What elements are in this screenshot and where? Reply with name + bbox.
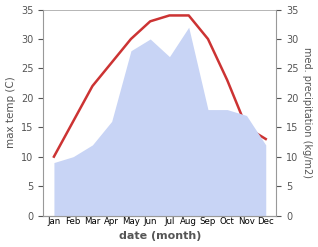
Y-axis label: med. precipitation (kg/m2): med. precipitation (kg/m2) (302, 47, 313, 178)
Y-axis label: max temp (C): max temp (C) (5, 77, 16, 148)
X-axis label: date (month): date (month) (119, 231, 201, 242)
